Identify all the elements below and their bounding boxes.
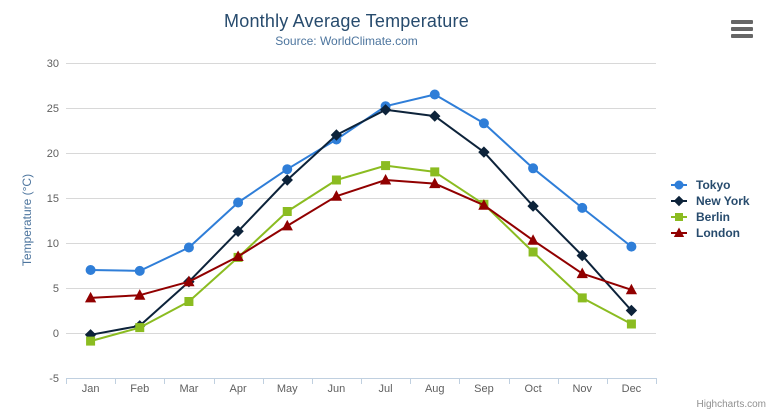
y-tick-label: 5 [53, 283, 59, 295]
y-tick-label: 15 [47, 193, 59, 205]
data-point-berlin[interactable] [184, 297, 194, 306]
series-line-berlin [89, 164, 633, 343]
legend-marker-diamond-icon [671, 195, 687, 207]
legend-symbol [673, 227, 685, 237]
x-tick-label: May [277, 383, 298, 395]
data-point-london[interactable] [625, 283, 638, 295]
data-point-berlin[interactable] [528, 247, 538, 257]
data-point-tokyo[interactable] [282, 164, 293, 175]
x-tick-label: Feb [130, 383, 149, 395]
data-point-london[interactable] [478, 199, 490, 210]
legend-item-label: London [696, 226, 740, 240]
data-point-london[interactable] [183, 275, 195, 287]
hamburger-menu-icon[interactable] [730, 19, 754, 39]
data-point-tokyo[interactable] [233, 197, 244, 208]
data-point-new-york[interactable] [576, 249, 588, 262]
data-point-london[interactable] [527, 234, 539, 245]
data-point-tokyo[interactable] [478, 118, 489, 129]
data-point-london[interactable] [576, 267, 588, 279]
data-point-london[interactable] [330, 190, 343, 201]
legend-symbol [674, 180, 684, 190]
legend-marker-triangle-icon [671, 227, 687, 237]
data-point-new-york[interactable] [429, 110, 441, 122]
legend-item-new-york[interactable]: New York [671, 193, 750, 209]
data-point-london[interactable] [134, 289, 146, 300]
x-tick-label: Mar [179, 383, 198, 395]
chart-title: Monthly Average Temperature [224, 11, 469, 31]
menu-bar [731, 20, 753, 24]
legend: Tokyo New York Berlin London [671, 177, 750, 241]
data-point-tokyo[interactable] [134, 265, 145, 276]
x-axis [66, 378, 657, 384]
menu-bar [731, 34, 753, 38]
data-point-berlin[interactable] [430, 167, 440, 177]
y-axis-labels: -5 0 5 10 15 20 25 30 [47, 58, 59, 385]
y-tick-label: 20 [47, 148, 59, 160]
x-tick-label: Sep [474, 383, 494, 395]
data-point-berlin[interactable] [282, 207, 292, 216]
data-point-london[interactable] [232, 250, 244, 261]
data-point-new-york[interactable] [379, 104, 392, 116]
x-tick-label: Dec [622, 383, 642, 395]
series-line-london [89, 179, 633, 299]
y-tick-label: 25 [47, 103, 59, 115]
legend-item-tokyo[interactable]: Tokyo [671, 177, 750, 193]
legend-marker-square-icon [671, 213, 687, 221]
x-tick-label: Jan [82, 383, 100, 395]
x-tick-label: Jul [379, 383, 393, 395]
data-point-tokyo[interactable] [626, 241, 637, 252]
legend-item-london[interactable]: London [671, 225, 750, 241]
data-point-london[interactable] [84, 291, 97, 303]
legend-item-berlin[interactable]: Berlin [671, 209, 750, 225]
y-tick-label: 0 [53, 328, 59, 340]
data-point-london[interactable] [281, 219, 293, 231]
data-point-berlin[interactable] [626, 319, 636, 329]
chart-subtitle: Source: WorldClimate.com [275, 34, 418, 48]
data-point-tokyo[interactable] [577, 202, 588, 213]
data-point-berlin[interactable] [381, 161, 391, 171]
data-point-new-york[interactable] [232, 225, 244, 238]
y-tick-label: 10 [47, 238, 59, 250]
data-point-london[interactable] [379, 173, 392, 185]
legend-item-label: Tokyo [696, 178, 731, 192]
x-tick-label: Apr [230, 383, 247, 395]
legend-item-label: New York [696, 194, 750, 208]
data-point-berlin[interactable] [86, 336, 96, 346]
legend-marker-circle-icon [671, 180, 687, 190]
data-point-berlin[interactable] [577, 293, 587, 303]
data-point-new-york[interactable] [330, 129, 343, 141]
data-point-berlin[interactable] [135, 323, 145, 333]
menu-bar [731, 27, 753, 31]
data-point-new-york[interactable] [625, 304, 638, 317]
legend-symbol [673, 195, 685, 207]
data-point-tokyo[interactable] [429, 89, 440, 100]
x-tick-label: Oct [525, 383, 542, 395]
y-tick-label: -5 [49, 373, 59, 385]
gridlines [66, 63, 656, 379]
highcharts-credits-link[interactable]: Highcharts.com [696, 399, 766, 410]
series-line-tokyo [89, 93, 633, 272]
data-point-london[interactable] [429, 177, 441, 189]
data-point-tokyo[interactable] [183, 242, 194, 253]
data-point-tokyo[interactable] [85, 265, 96, 275]
y-axis-title: Temperature (°C) [20, 174, 34, 266]
data-point-new-york[interactable] [478, 146, 490, 158]
x-tick-label: Nov [572, 383, 592, 395]
data-point-new-york[interactable] [527, 200, 539, 212]
y-tick-label: 30 [47, 58, 59, 70]
data-point-new-york[interactable] [281, 174, 293, 186]
x-tick-label: Aug [425, 383, 445, 395]
data-point-berlin[interactable] [331, 175, 341, 185]
legend-item-label: Berlin [696, 210, 731, 224]
x-tick-label: Jun [328, 383, 346, 395]
data-point-tokyo[interactable] [528, 163, 539, 174]
series-group [84, 89, 638, 346]
x-axis-labels: Jan Feb Mar Apr May Jun Jul Aug Sep Oct Nov Dec [82, 383, 642, 395]
legend-symbol [675, 213, 683, 221]
series-line-new-york [89, 108, 633, 336]
